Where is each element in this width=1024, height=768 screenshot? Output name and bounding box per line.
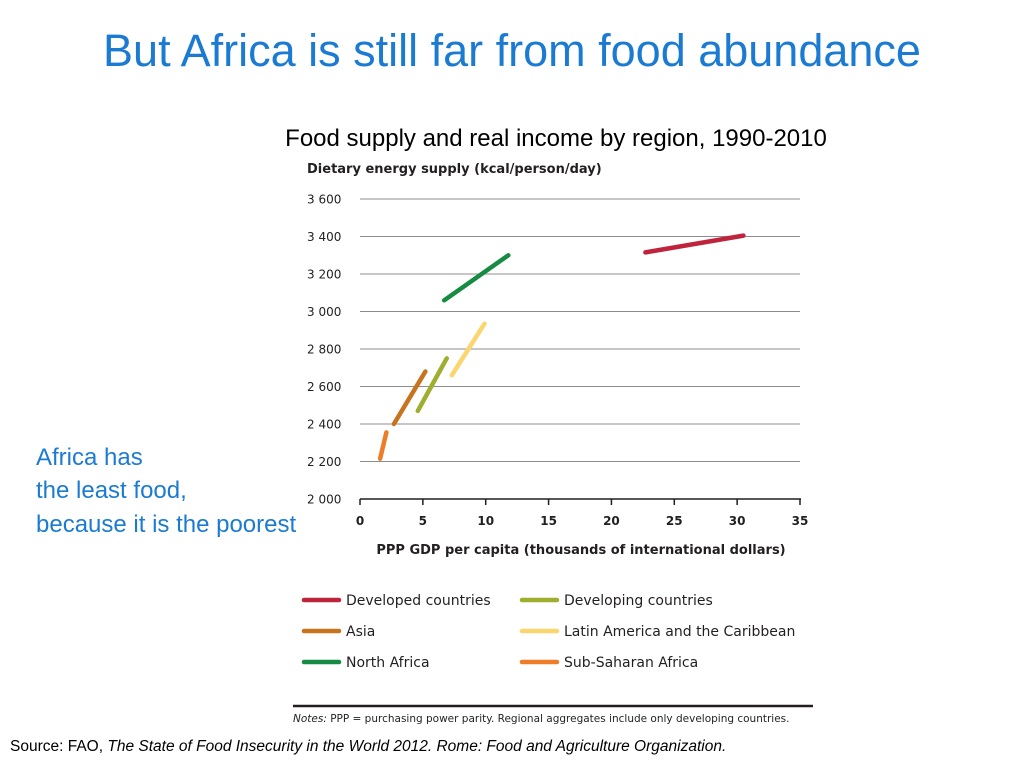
series-line [377, 430, 389, 461]
legend: Developed countries Developing countries A… [301, 593, 795, 671]
series-line [391, 369, 428, 427]
legend-label: Sub-Saharan Africa [564, 655, 698, 671]
series-line [643, 233, 746, 255]
x-tick-label: 10 [477, 514, 494, 528]
series-line [415, 356, 449, 414]
y-tick-label: 3 200 [307, 268, 341, 282]
x-tick-labels: 0 5 10 15 20 25 30 35 [356, 514, 809, 528]
chart-notes: Notes: PPP = purchasing power parity. Re… [293, 713, 790, 725]
africa-annotation: Africa has the least food, because it is… [36, 441, 356, 541]
annotation-line-2: the least food, [36, 477, 187, 505]
series-line [449, 321, 487, 378]
legend-label: Developing countries [564, 593, 713, 609]
x-axis [359, 498, 801, 505]
y-tick-label: 2 000 [307, 493, 341, 507]
x-tick-label: 0 [356, 514, 364, 528]
notes-text: PPP = purchasing power parity. Regional … [327, 713, 790, 725]
source-title: The State of Food Insecurity in the Worl… [107, 738, 727, 755]
annotation-line-1: Africa has [36, 444, 143, 471]
annotation-line-3: because it is the poorest [36, 510, 297, 538]
y-tick-label: 2 400 [307, 418, 341, 432]
legend-label: Latin America and the Caribbean [564, 624, 795, 640]
y-tick-label: 3 400 [307, 230, 341, 244]
slide-title: But Africa is still far from food abunda… [103, 25, 921, 76]
source-prefix: Source: FAO, [10, 738, 108, 755]
y-tick-label: 3 000 [307, 305, 341, 319]
x-tick-label: 25 [666, 514, 683, 528]
y-tick-label: 3 600 [307, 193, 341, 207]
y-tick-labels: 2 000 2 200 2 400 2 600 2 800 3 000 3 200 3 400… [307, 193, 341, 507]
x-axis-label: PPP GDP per capita (thousands of interna… [376, 543, 785, 558]
x-tick-label: 20 [603, 514, 620, 528]
notes-label: Notes: [293, 713, 327, 725]
y-tick-label: 2 600 [307, 380, 341, 394]
x-tick-label: 5 [419, 514, 427, 528]
series-line [441, 253, 511, 303]
y-axis-label: Dietary energy supply (kcal/person/day) [307, 162, 602, 177]
legend-label: Developed countries [346, 593, 491, 609]
source-citation: Source: FAO, The State of Food Insecurit… [10, 738, 726, 756]
y-tick-label: 2 200 [307, 455, 341, 469]
y-tick-label: 2 800 [307, 343, 341, 357]
chart-title: Food supply and real income by region, 1… [285, 125, 827, 152]
x-tick-label: 30 [729, 514, 746, 528]
legend-label: Asia [346, 624, 375, 640]
x-tick-label: 35 [792, 514, 809, 528]
series-lines [377, 233, 746, 461]
legend-label: North Africa [346, 655, 430, 671]
x-tick-label: 15 [540, 514, 557, 528]
